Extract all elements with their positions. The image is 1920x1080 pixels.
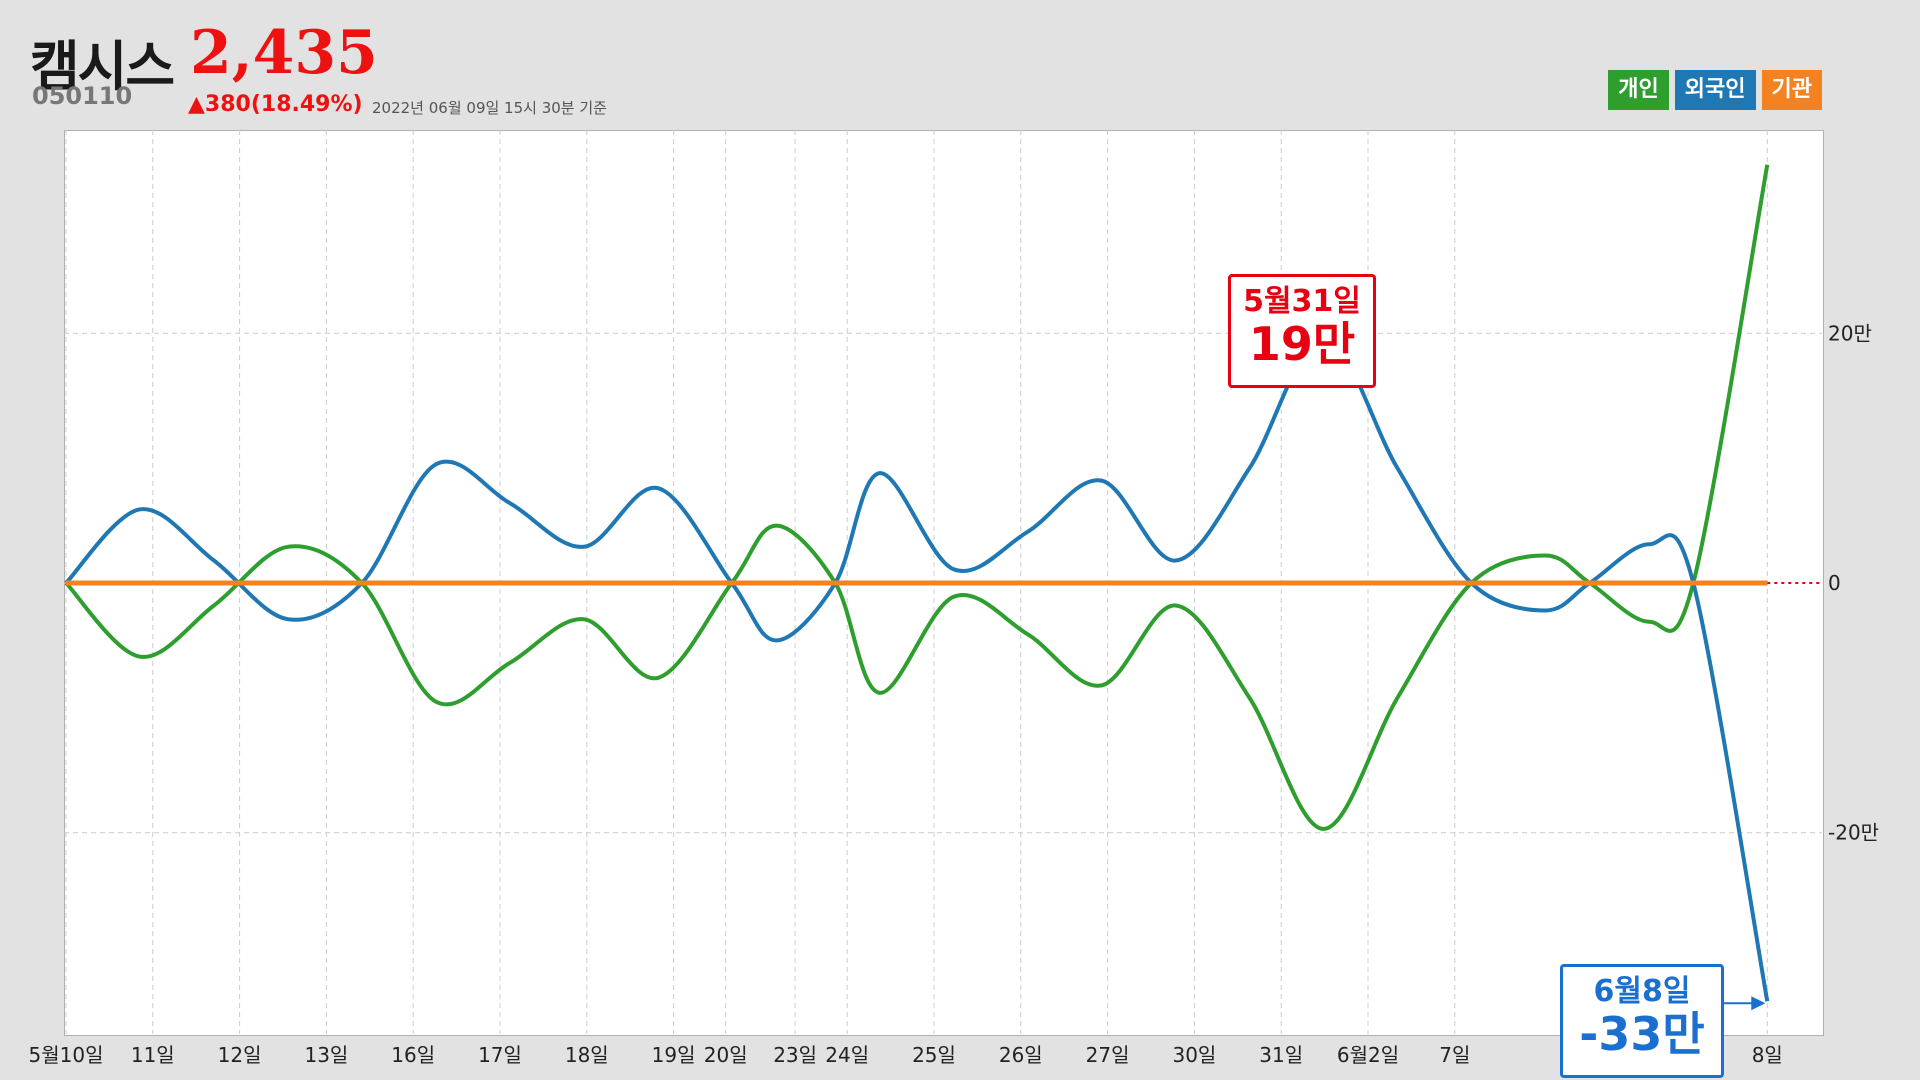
price-change: ▲380(18.49%)	[188, 92, 363, 117]
callout-last-value: -33만	[1579, 1007, 1705, 1061]
y-tick-label: -20만	[1828, 821, 1879, 845]
x-tick-label: 13일	[304, 1043, 348, 1067]
x-tick-label: 26일	[999, 1043, 1043, 1067]
x-tick-label: 7일	[1439, 1043, 1470, 1067]
x-tick-label: 25일	[912, 1043, 956, 1067]
legend-individual: 개인	[1608, 70, 1669, 110]
x-tick-label: 24일	[825, 1043, 869, 1067]
callout-last-date: 6월8일	[1593, 974, 1691, 1009]
legend-institution: 기관	[1761, 70, 1822, 110]
callout-last: 6월8일 -33만	[1560, 964, 1724, 1078]
y-tick-label: 0	[1828, 571, 1841, 595]
x-tick-label: 16일	[391, 1043, 435, 1067]
x-tick-label: 8일	[1752, 1043, 1783, 1067]
callout-last-arrowhead	[1751, 996, 1766, 1011]
x-tick-label: 30일	[1172, 1043, 1216, 1067]
x-tick-label: 5월10일	[29, 1043, 104, 1067]
x-tick-label: 20일	[704, 1043, 748, 1067]
series-line-individual	[64, 164, 1770, 831]
x-tick-label: 12일	[218, 1043, 262, 1067]
x-tick-label: 19일	[652, 1043, 696, 1067]
y-tick-label: 20만	[1828, 321, 1872, 345]
x-tick-label: 27일	[1086, 1043, 1130, 1067]
x-tick-label: 6월2일	[1337, 1043, 1399, 1067]
x-tick-label: 18일	[565, 1043, 609, 1067]
callout-peak: 5월31일 19만	[1228, 274, 1376, 388]
timestamp: 2022년 06월 09일 15시 30분 기준	[372, 99, 607, 117]
legend: 개인 외국인 기관	[1608, 70, 1822, 110]
stock-name: 캠시스	[30, 35, 175, 98]
callout-peak-date: 5월31일	[1243, 284, 1361, 319]
callout-peak-value: 19만	[1248, 317, 1356, 371]
stock-code: 050110	[32, 82, 133, 110]
x-tick-label: 23일	[773, 1043, 817, 1067]
x-tick-label: 11일	[131, 1043, 175, 1067]
series-line-foreigner	[64, 335, 1770, 1002]
x-tick-label: 17일	[478, 1043, 522, 1067]
legend-foreigner: 외국인	[1674, 70, 1756, 110]
stock-price: 2,435	[190, 18, 378, 88]
x-tick-label: 31일	[1259, 1043, 1303, 1067]
